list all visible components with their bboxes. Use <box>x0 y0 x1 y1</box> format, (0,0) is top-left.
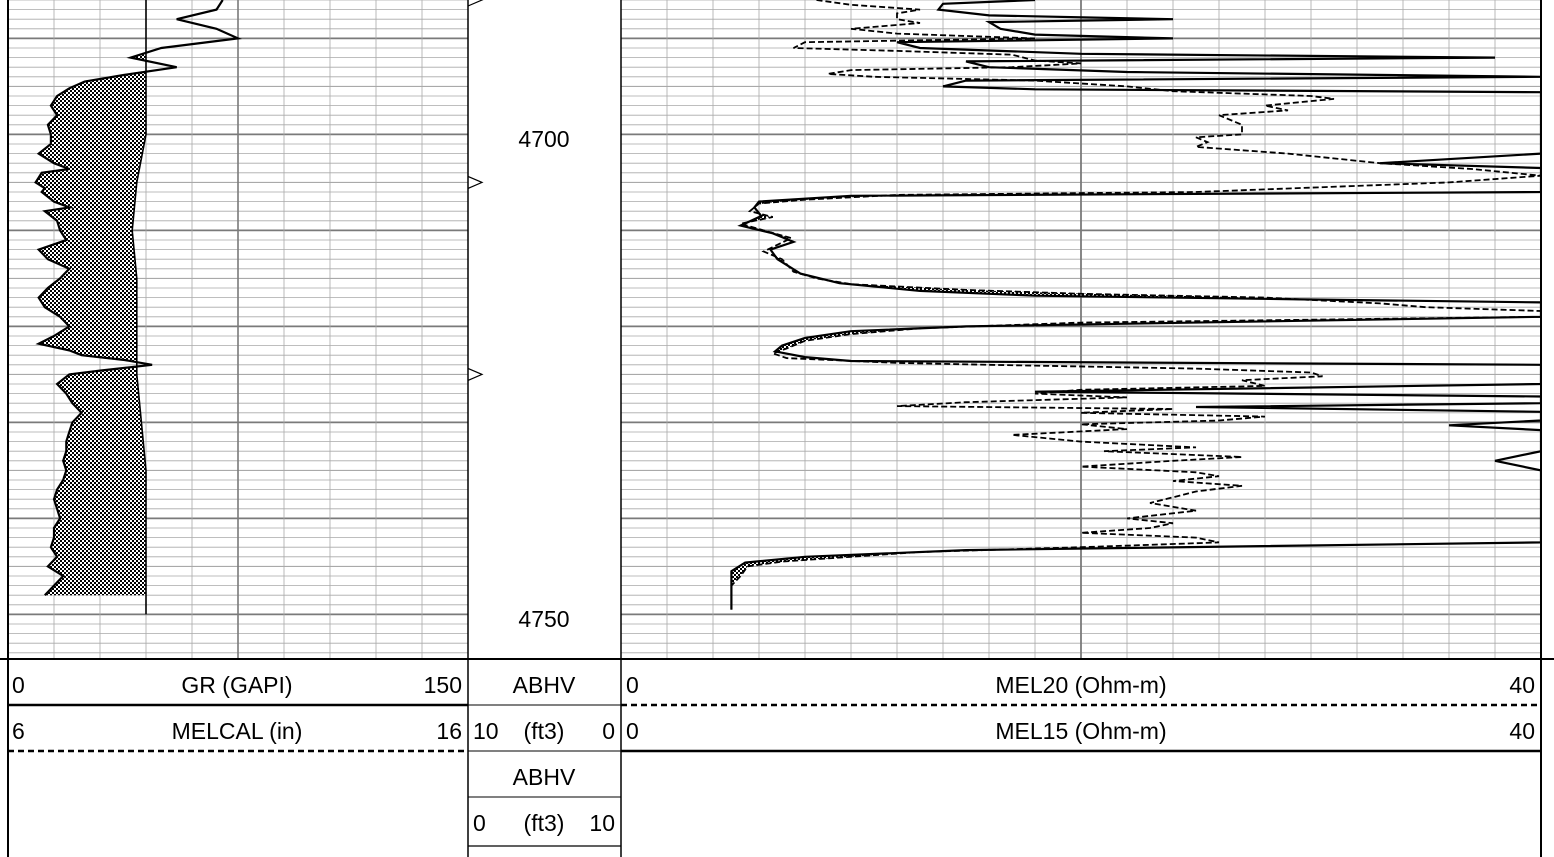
gr-caliper-fill <box>35 0 146 596</box>
mel15-scale-min: 0 <box>626 718 639 744</box>
track3-grid <box>621 0 1541 659</box>
abhv-scale-label-1: ABHV <box>513 672 576 698</box>
abhv-tick-mark <box>467 367 484 381</box>
depth-tick-label-4750: 4750 <box>518 606 569 632</box>
abhv-scale-min-1: 10 <box>473 718 499 744</box>
depth-track: 4700 4750 <box>518 126 569 632</box>
mel15-scale-max: 40 <box>1509 718 1535 744</box>
mel15-scale-label: MEL15 (Ohm-m) <box>995 718 1166 744</box>
mel15-curve <box>730 0 1541 610</box>
gr-scale-max: 150 <box>424 672 462 698</box>
mel20-scale-min: 0 <box>626 672 639 698</box>
abhv-tick-mark <box>467 175 484 189</box>
abhv-tick-mark <box>467 0 484 7</box>
melcal-curve <box>131 0 147 615</box>
melcal-scale-max: 16 <box>436 718 462 744</box>
melcal-scale-label: MELCAL (in) <box>172 718 303 744</box>
gr-scale-min: 0 <box>12 672 25 698</box>
abhv-scale-label-2: ABHV <box>513 764 576 790</box>
mel20-curve <box>730 0 1541 610</box>
log-curves <box>34 0 1541 615</box>
resistivity-separation-fill <box>740 194 1541 311</box>
abhv-scale-max-1: 0 <box>602 718 615 744</box>
scale-header: 0 GR (GAPI) 150 6 MELCAL (in) 16 ABHV 10… <box>12 672 1535 836</box>
melcal-scale-min: 6 <box>12 718 25 744</box>
abhv-unit-1: (ft3) <box>524 718 565 744</box>
gr-scale-label: GR (GAPI) <box>181 672 292 698</box>
abhv-tick-marks <box>467 0 484 381</box>
abhv-unit-2: (ft3) <box>524 810 565 836</box>
gr-curve <box>34 0 243 596</box>
mel20-scale-max: 40 <box>1509 672 1535 698</box>
abhv-scale-max-2: 10 <box>589 810 615 836</box>
curve-separation-fills <box>35 0 1541 609</box>
abhv-scale-min-2: 0 <box>473 810 486 836</box>
depth-tick-label-4700: 4700 <box>518 126 569 152</box>
mel20-scale-label: MEL20 (Ohm-m) <box>995 672 1166 698</box>
